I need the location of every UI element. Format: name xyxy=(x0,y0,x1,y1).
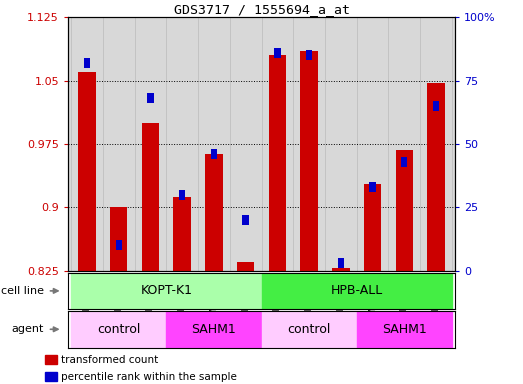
Title: GDS3717 / 1555694_a_at: GDS3717 / 1555694_a_at xyxy=(174,3,349,16)
Bar xyxy=(179,190,185,200)
Bar xyxy=(369,182,376,192)
Text: KOPT-K1: KOPT-K1 xyxy=(140,285,192,297)
Text: cell line: cell line xyxy=(1,286,44,296)
Bar xyxy=(45,372,57,381)
Bar xyxy=(274,48,280,58)
Bar xyxy=(338,258,344,268)
Bar xyxy=(401,157,407,167)
Text: control: control xyxy=(288,323,331,336)
Bar xyxy=(262,273,452,309)
Bar xyxy=(166,311,262,348)
Bar xyxy=(71,311,166,348)
Text: control: control xyxy=(97,323,141,336)
Bar xyxy=(237,262,254,271)
Bar xyxy=(174,197,191,271)
Bar xyxy=(433,101,439,111)
Bar xyxy=(142,123,159,271)
Text: transformed count: transformed count xyxy=(62,355,158,365)
Bar xyxy=(211,149,217,159)
Bar xyxy=(116,240,122,250)
Text: HPB-ALL: HPB-ALL xyxy=(331,285,383,297)
Bar xyxy=(395,150,413,271)
Bar xyxy=(300,51,318,271)
Bar xyxy=(306,50,312,60)
Text: agent: agent xyxy=(12,324,44,334)
Bar xyxy=(78,72,96,271)
Text: SAHM1: SAHM1 xyxy=(382,323,427,336)
Bar xyxy=(243,215,249,225)
Bar xyxy=(269,55,286,271)
Text: percentile rank within the sample: percentile rank within the sample xyxy=(62,372,237,382)
Bar xyxy=(110,207,128,271)
Bar xyxy=(357,311,452,348)
Bar xyxy=(71,273,262,309)
Bar xyxy=(84,58,90,68)
Bar xyxy=(147,93,154,103)
Bar xyxy=(262,311,357,348)
Bar xyxy=(332,268,349,271)
Bar xyxy=(45,355,57,364)
Bar xyxy=(364,184,381,271)
Bar xyxy=(205,154,223,271)
Text: SAHM1: SAHM1 xyxy=(191,323,236,336)
Bar xyxy=(427,83,445,271)
